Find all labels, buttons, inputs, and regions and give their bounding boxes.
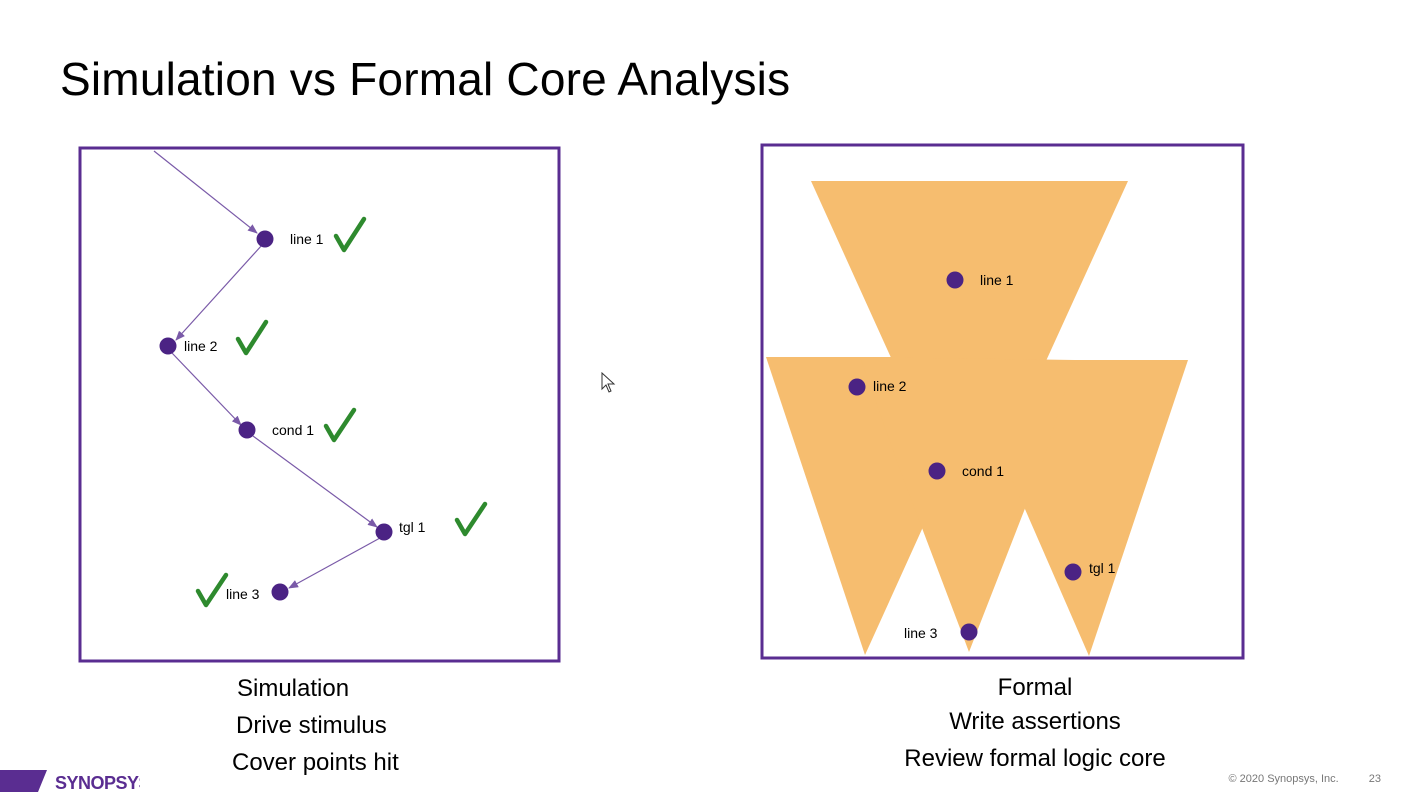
stimulus-arrow-3 bbox=[252, 435, 378, 528]
check-icon bbox=[323, 407, 357, 443]
check-icon bbox=[235, 319, 269, 356]
cone-core bbox=[860, 357, 1075, 470]
stimulus-arrow-1 bbox=[175, 244, 263, 341]
stimulus-arrow-2 bbox=[171, 352, 242, 426]
check-icon bbox=[195, 572, 229, 608]
simulation-panel: line 1 line 2 cond 1 tgl 1 line 3 bbox=[78, 146, 561, 663]
formal-node: line 2 bbox=[848, 378, 907, 396]
simulation-frame bbox=[78, 146, 561, 663]
copyright-text: © 2020 Synopsys, Inc. bbox=[1228, 773, 1339, 785]
cone-middle bbox=[900, 470, 1040, 652]
footer: © 2020 Synopsys, Inc. 23 bbox=[1199, 773, 1381, 785]
simulation-node-label: line 1 bbox=[290, 231, 324, 247]
formal-node-label: line 3 bbox=[904, 625, 938, 641]
formal-node: cond 1 bbox=[928, 462, 1004, 480]
check-icon bbox=[454, 501, 488, 537]
simulation-node: line 1 bbox=[256, 216, 367, 253]
formal-logic-cone bbox=[766, 181, 1188, 656]
formal-node-label: line 2 bbox=[873, 378, 907, 394]
simulation-node-label: line 2 bbox=[184, 338, 218, 354]
simulation-node: line 2 bbox=[159, 319, 269, 356]
page-number: 23 bbox=[1368, 773, 1381, 785]
stimulus-arrow-entry bbox=[153, 150, 258, 234]
cone-top bbox=[811, 181, 1128, 530]
formal-node: tgl 1 bbox=[1064, 560, 1116, 581]
simulation-node: tgl 1 bbox=[375, 501, 488, 541]
formal-node-label: cond 1 bbox=[962, 463, 1004, 479]
formal-panel: line 1 line 2 cond 1 tgl 1 line 3 bbox=[760, 143, 1245, 660]
formal-node-label: line 1 bbox=[980, 272, 1014, 288]
simulation-path bbox=[153, 150, 381, 589]
formal-caption-line: Write assertions bbox=[949, 708, 1121, 735]
formal-caption-line: Review formal logic core bbox=[904, 745, 1166, 772]
logo-wordmark: SYNOPSYS bbox=[55, 773, 140, 792]
simulation-node: line 3 bbox=[195, 572, 289, 608]
formal-caption-title: Formal bbox=[997, 674, 1073, 701]
formal-caption: Formal Write assertions Review formal lo… bbox=[888, 673, 1182, 777]
formal-node: line 3 bbox=[904, 623, 978, 641]
slide-title: Simulation vs Formal Core Analysis bbox=[60, 53, 791, 105]
simulation-node-label: line 3 bbox=[226, 586, 260, 602]
simulation-caption-line: Drive stimulus bbox=[236, 712, 387, 739]
logo-swoosh bbox=[0, 770, 47, 792]
simulation-node-label: tgl 1 bbox=[399, 519, 426, 535]
mouse-pointer-icon bbox=[601, 372, 616, 393]
formal-node-label: tgl 1 bbox=[1089, 560, 1116, 576]
simulation-caption-title: Simulation bbox=[237, 675, 350, 702]
simulation-node-label: cond 1 bbox=[272, 422, 314, 438]
stimulus-arrow-4 bbox=[288, 537, 381, 589]
check-icon bbox=[333, 216, 367, 253]
simulation-caption-line: Cover points hit bbox=[232, 749, 399, 776]
synopsys-logo: SYNOPSYS bbox=[0, 770, 140, 792]
formal-node: line 1 bbox=[946, 271, 1014, 289]
simulation-caption: Simulation Drive stimulus Cover points h… bbox=[232, 670, 399, 781]
simulation-node: cond 1 bbox=[238, 407, 357, 443]
